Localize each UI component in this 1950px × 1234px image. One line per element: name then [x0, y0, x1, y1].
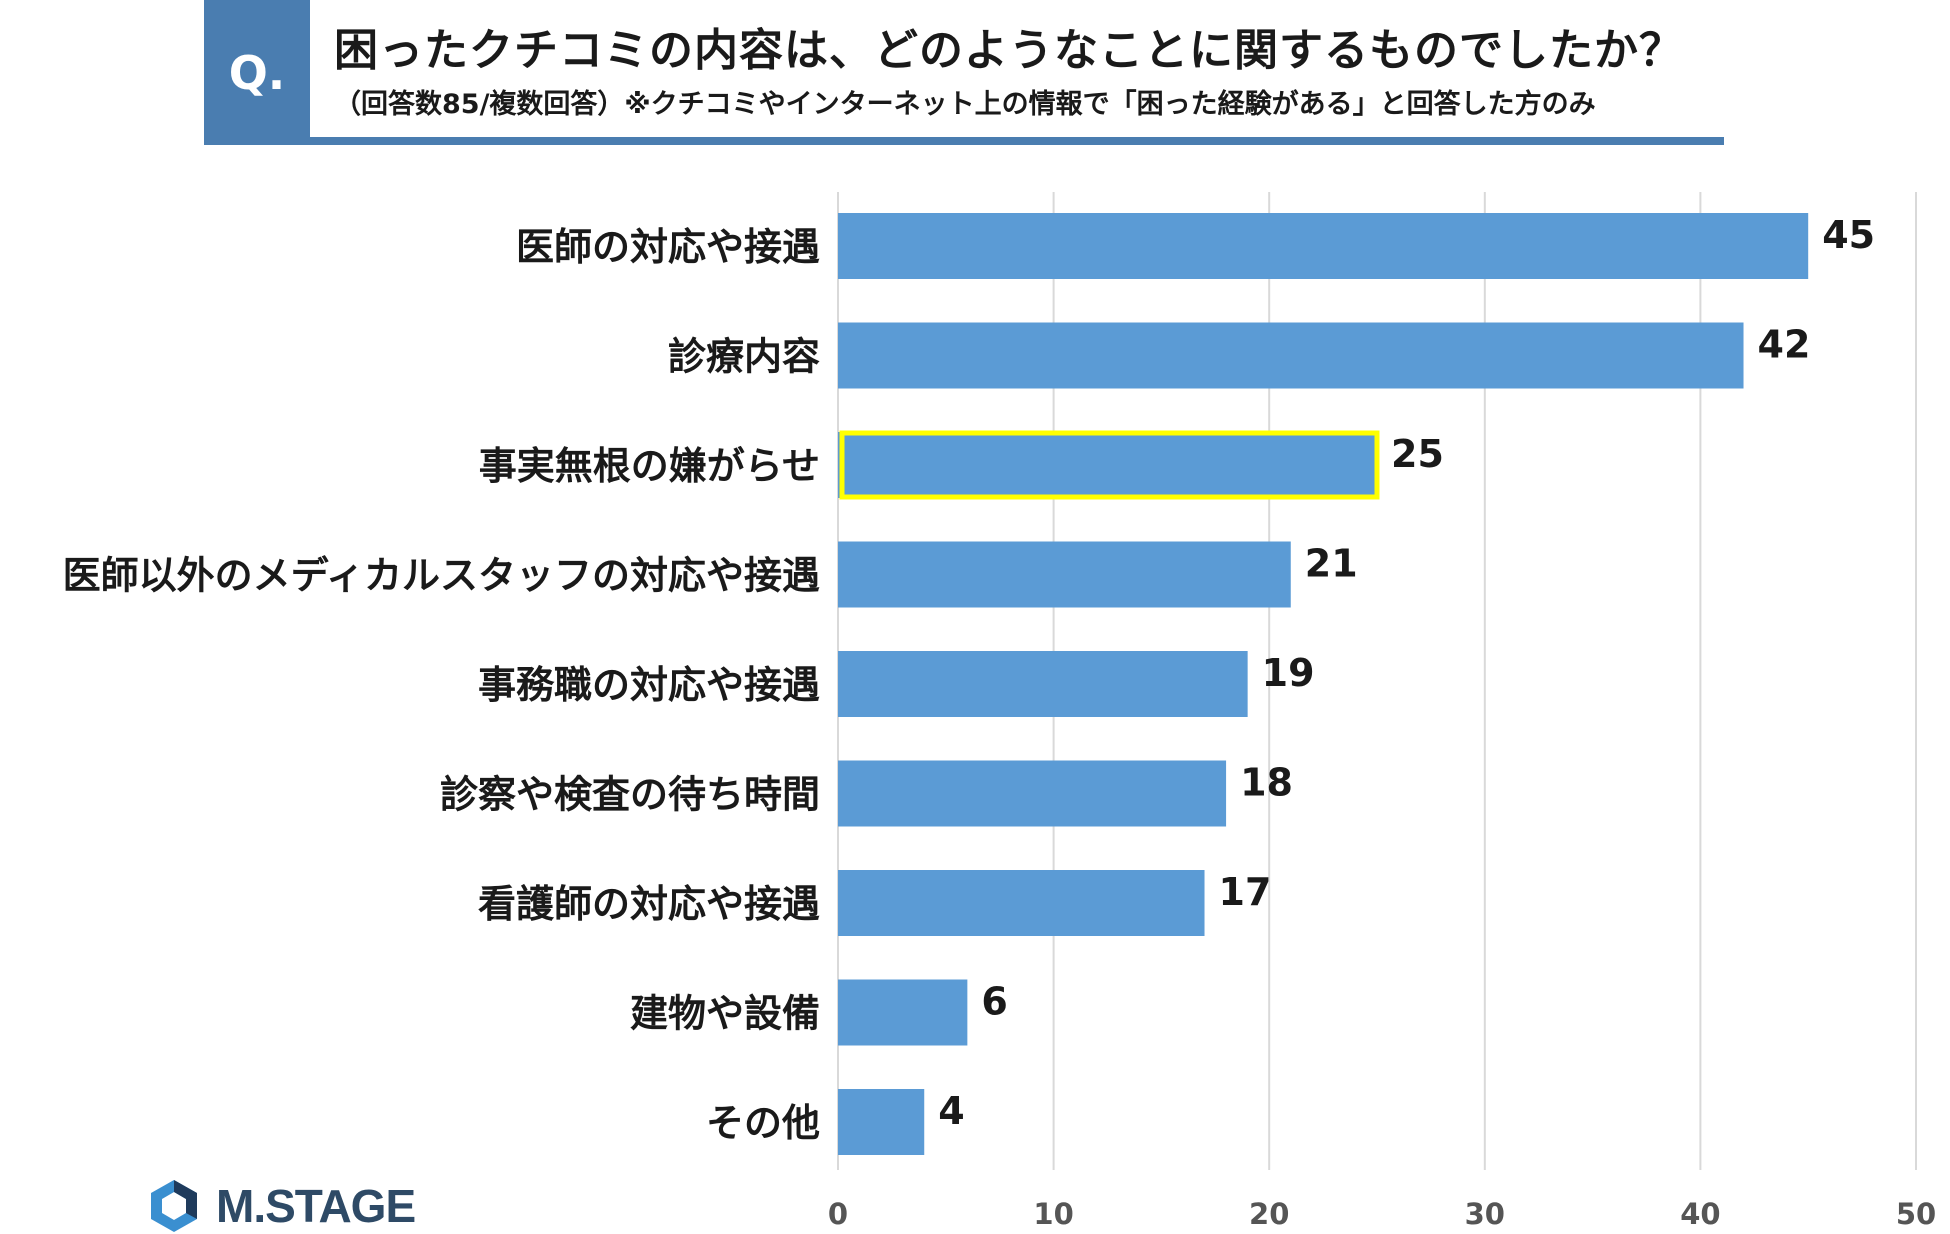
- value-label: 18: [1240, 761, 1293, 805]
- page-subtitle: （回答数85/複数回答）※クチコミやインターネット上の情報で「困った経験がある」…: [334, 89, 1596, 120]
- category-label: 建物や設備: [630, 992, 820, 1036]
- bar: [838, 1089, 925, 1155]
- bar: [838, 651, 1248, 717]
- category-label: 診療内容: [668, 335, 820, 379]
- question-badge: Q.: [204, 0, 310, 145]
- x-tick-label: 40: [1680, 1197, 1720, 1231]
- bar: [838, 870, 1205, 936]
- value-label: 45: [1822, 213, 1875, 257]
- x-tick-label: 20: [1249, 1197, 1289, 1231]
- bar: [838, 322, 1744, 389]
- x-tick-label: 30: [1465, 1197, 1505, 1231]
- category-label: 医師の対応や接遇: [516, 225, 820, 269]
- brand-logo-text: M.STAGE: [216, 1180, 416, 1232]
- bar: [838, 979, 968, 1046]
- bar: [838, 432, 1377, 498]
- bar: [838, 541, 1291, 608]
- page-title: 困ったクチコミの内容は、どのようなことに関するものでしたか？: [334, 25, 1684, 76]
- value-label: 4: [938, 1089, 964, 1133]
- bar: [838, 213, 1809, 279]
- x-tick-label: 50: [1896, 1197, 1936, 1231]
- category-label: 事実無根の嫌がらせ: [479, 444, 820, 488]
- value-label: 19: [1262, 651, 1315, 695]
- hexagon-logo-icon: [151, 1180, 197, 1232]
- bar-highlight: [839, 430, 1380, 500]
- bar: [838, 760, 1227, 827]
- category-label: その他: [706, 1101, 820, 1145]
- category-label: 事務職の対応や接遇: [478, 663, 820, 707]
- category-label: 医師以外のメディカルスタッフの対応や接遇: [63, 554, 820, 598]
- x-tick-label: 10: [1033, 1197, 1073, 1231]
- value-label: 42: [1758, 323, 1811, 367]
- title-underline: [204, 137, 1724, 145]
- brand-logo: M.STAGE: [146, 1178, 416, 1234]
- value-label: 21: [1305, 542, 1358, 586]
- value-label: 25: [1391, 432, 1444, 476]
- category-label: 診察や検査の待ち時間: [440, 773, 820, 817]
- category-label: 看護師の対応や接遇: [478, 882, 820, 926]
- value-label: 6: [981, 980, 1007, 1024]
- question-badge-label: Q.: [228, 45, 286, 100]
- x-tick-label: 0: [828, 1197, 848, 1231]
- value-label: 17: [1219, 870, 1272, 914]
